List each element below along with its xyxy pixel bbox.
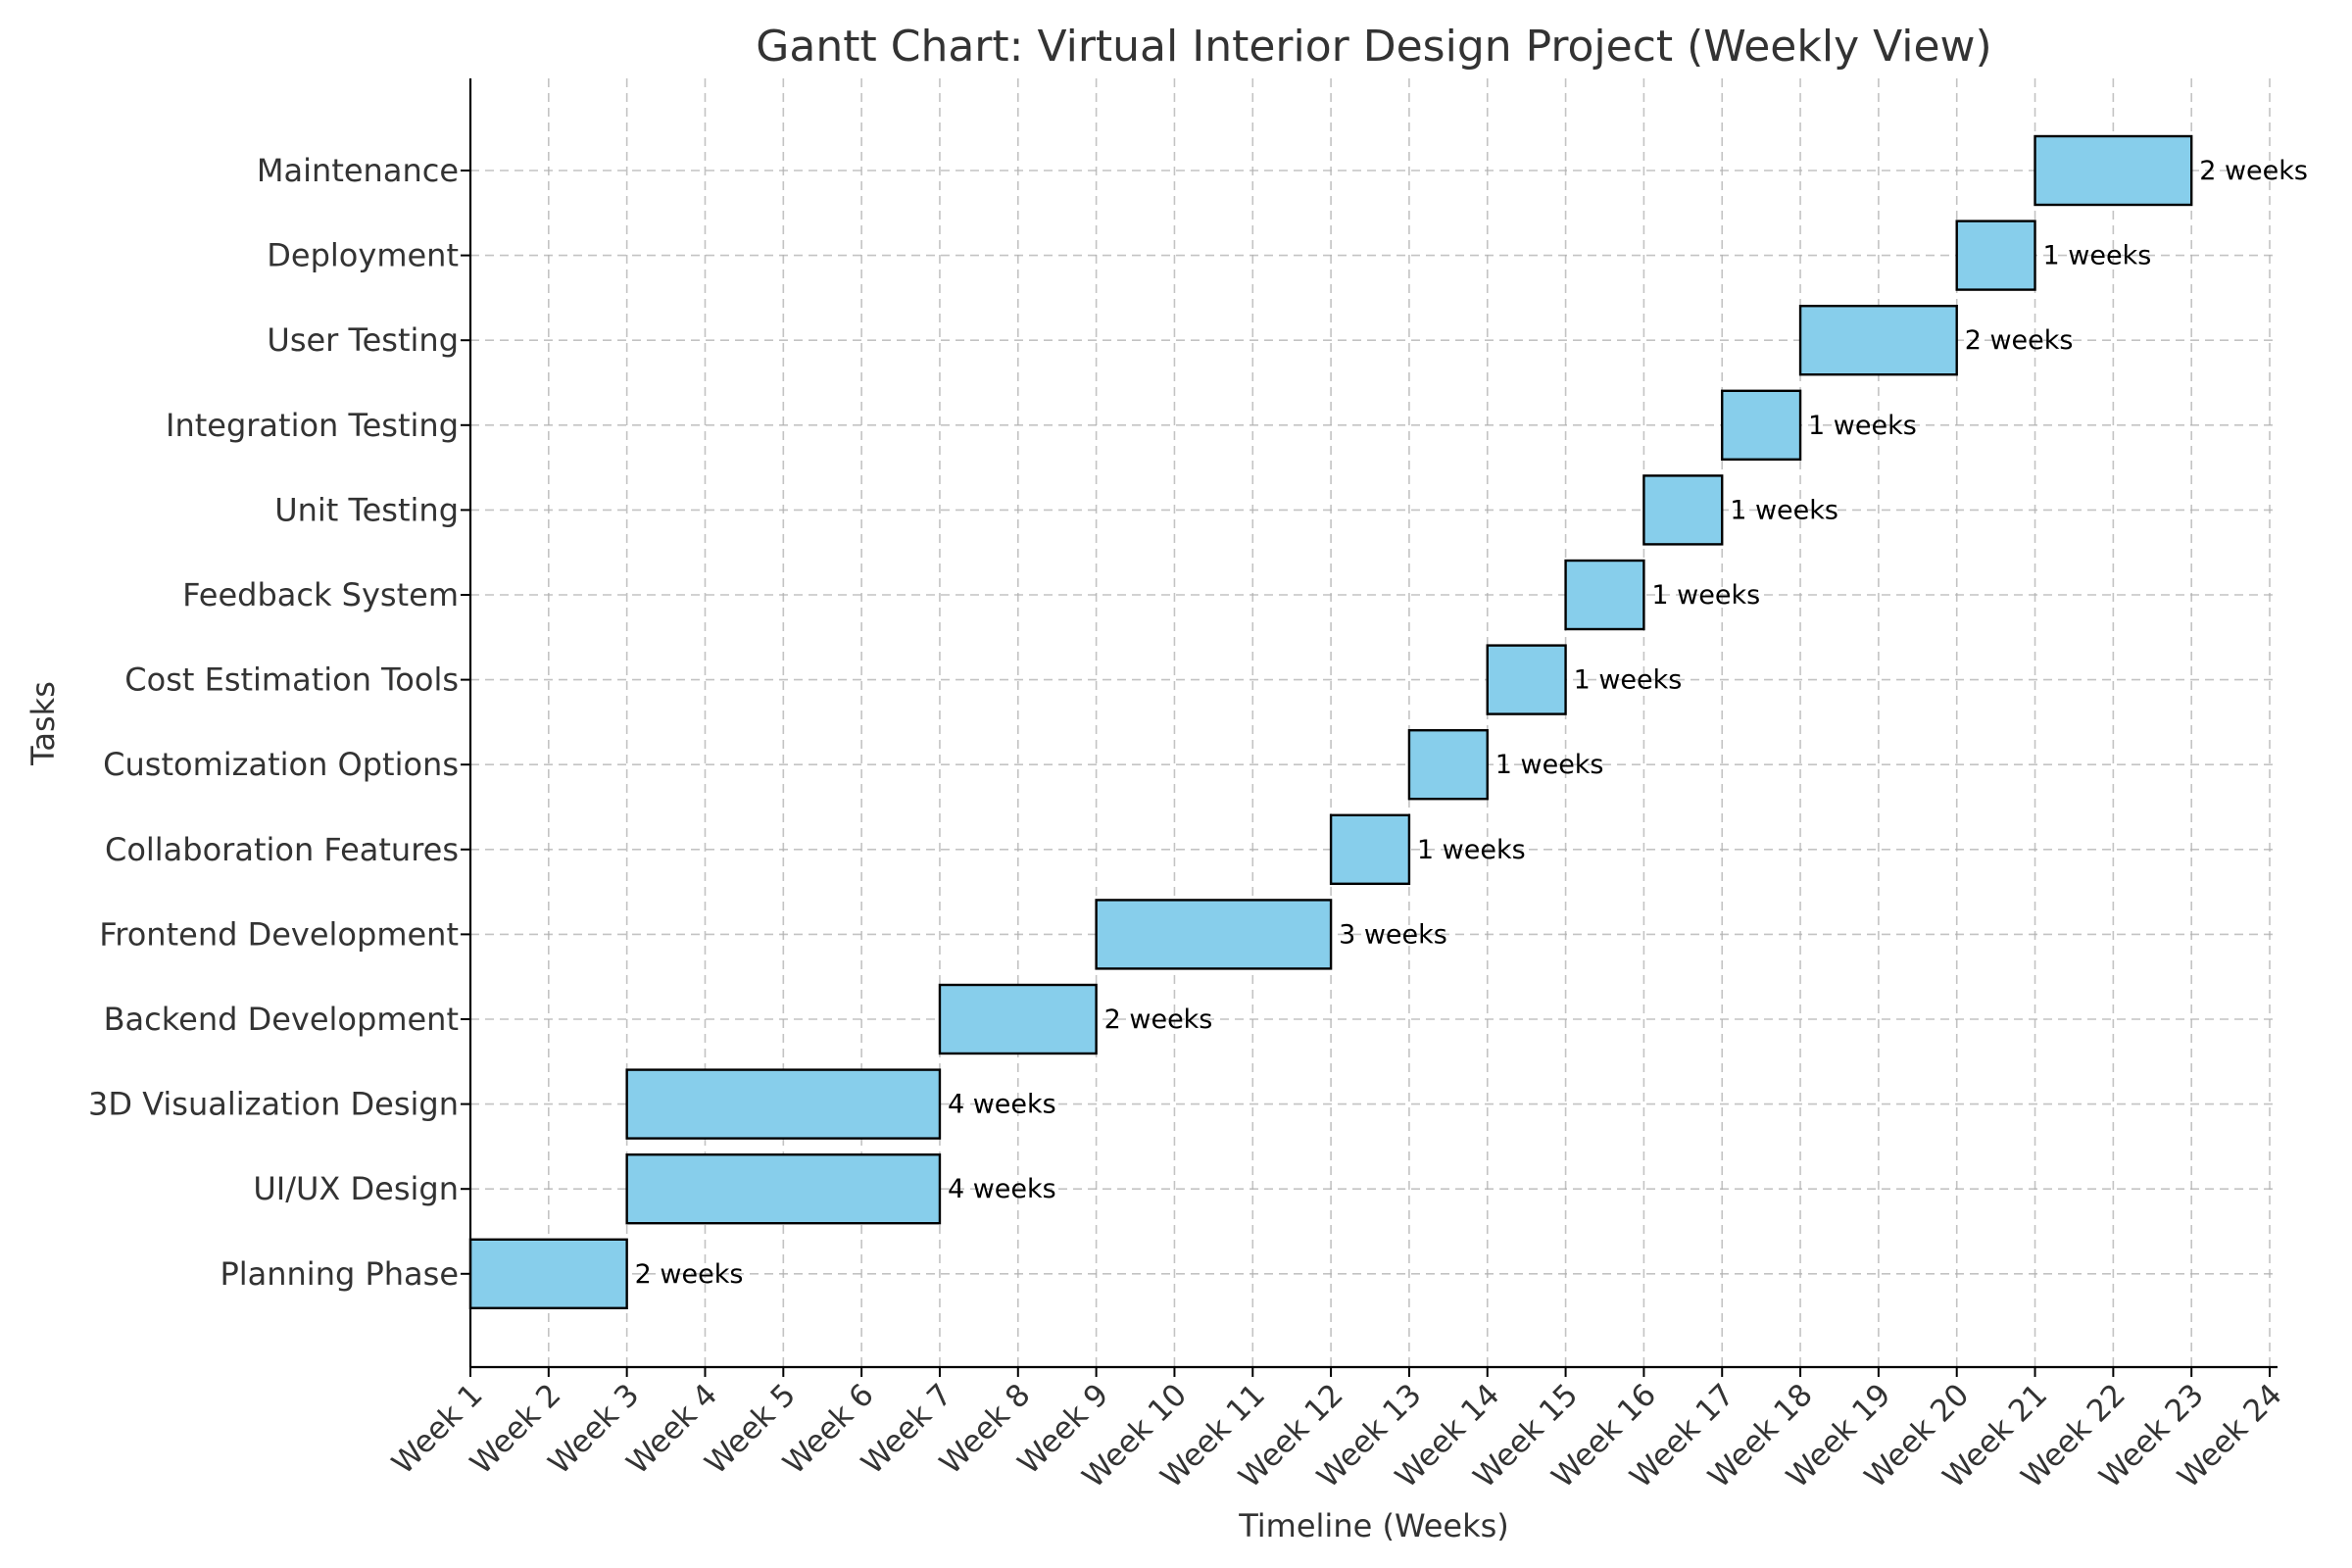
task-bar (1955, 220, 2036, 291)
y-tick-label: Backend Development (104, 1001, 459, 1038)
duration-label: 3 weeks (1339, 919, 1447, 950)
task-bars (468, 134, 2193, 1310)
chart-title: Gantt Chart: Virtual Interior Design Pro… (756, 22, 1991, 72)
duration-label: 1 weeks (2043, 241, 2152, 271)
task-bar (1798, 305, 1958, 376)
duration-labels: 2 weeks 4 weeks 4 weeks 2 weeks 3 weeks 1 wee… (635, 156, 2308, 1290)
x-axis-label: Timeline (Weeks) (1238, 1507, 1509, 1544)
task-bar (1564, 559, 1645, 631)
y-tick-label: User Testing (267, 321, 459, 359)
y-tick-label: Collaboration Features (105, 831, 459, 868)
y-tick-label: Maintenance (257, 152, 459, 189)
y-tick-label: Frontend Development (99, 915, 459, 953)
y-tick-label: 3D Visualization Design (88, 1086, 459, 1123)
task-bar (1486, 644, 1567, 715)
duration-label: 1 weeks (1495, 750, 1604, 780)
duration-label: 1 weeks (1574, 665, 1683, 696)
y-tick-label: UI/UX Design (253, 1170, 459, 1207)
task-bar (625, 1152, 942, 1225)
y-axis-label: Tasks (24, 681, 62, 766)
y-tick-label: Feedback System (182, 576, 459, 613)
task-bar (625, 1068, 942, 1140)
y-tick-label: Deployment (267, 237, 459, 274)
duration-label: 4 weeks (948, 1174, 1056, 1204)
duration-label: 1 weeks (1651, 580, 1760, 611)
task-bar (468, 1238, 628, 1310)
duration-label: 2 weeks (1965, 325, 2074, 356)
task-bar (1642, 474, 1724, 546)
task-bar (1095, 899, 1333, 970)
task-bar (938, 983, 1098, 1055)
task-bar (1329, 813, 1411, 885)
duration-label: 1 weeks (1808, 411, 1917, 441)
task-bar (1721, 389, 1802, 461)
y-tick-label: Planning Phase (220, 1255, 459, 1293)
task-bar (2034, 134, 2193, 207)
duration-label: 2 weeks (2199, 156, 2308, 186)
task-bar (1407, 729, 1489, 801)
y-tick-label: Cost Estimation Tools (124, 662, 459, 699)
duration-label: 4 weeks (948, 1090, 1056, 1120)
y-axis-ticks: Planning Phase UI/UX Design 3D Visualizati… (88, 152, 470, 1293)
y-tick-label: Unit Testing (274, 491, 459, 528)
duration-label: 2 weeks (635, 1259, 744, 1290)
duration-label: 2 weeks (1104, 1004, 1213, 1035)
y-tick-label: Customization Options (103, 746, 459, 783)
duration-label: 1 weeks (1417, 835, 1526, 865)
duration-label: 1 weeks (1730, 495, 1838, 525)
y-tick-label: Integration Testing (166, 407, 459, 444)
